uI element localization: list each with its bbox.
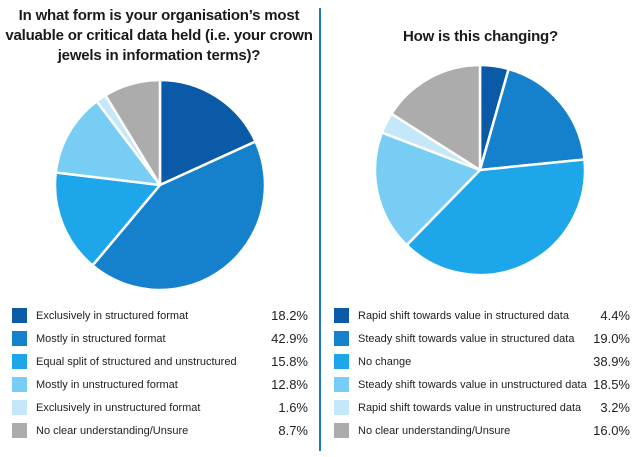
right-legend-label: Steady shift towards value in structured… <box>358 332 575 345</box>
right-legend-value: 19.0% <box>593 331 630 346</box>
left-legend-item: Equal split of structured and unstructur… <box>12 350 308 373</box>
left-legend-swatch <box>12 400 27 415</box>
right-legend-value: 4.4% <box>600 308 630 323</box>
left-legend-item: Exclusively in unstructured format 1.6% <box>12 396 308 419</box>
left-legend-value: 1.6% <box>278 400 308 415</box>
right-legend-swatch <box>334 423 349 438</box>
left-legend-value: 12.8% <box>271 377 308 392</box>
left-legend-swatch <box>12 377 27 392</box>
left-legend-item: Exclusively in structured format 18.2% <box>12 304 308 327</box>
right-pie-slice-3 <box>405 158 587 277</box>
left-chart-title: In what form is your organisation’s most… <box>0 6 318 66</box>
right-pie-slice-2 <box>478 67 586 172</box>
right-legend-label: No change <box>358 355 412 368</box>
right-legend-item: No clear understanding/Unsure 16.0% <box>334 419 630 442</box>
right-title-line: How is this changing? <box>403 28 558 45</box>
right-legend-swatch <box>334 308 349 323</box>
right-legend-value: 18.5% <box>593 377 630 392</box>
left-legend-value: 18.2% <box>271 308 308 323</box>
right-legend-label: Rapid shift towards value in structured … <box>358 309 569 322</box>
right-legend-swatch <box>334 331 349 346</box>
right-legend-item: No change 38.9% <box>334 350 630 373</box>
left-legend-value: 8.7% <box>278 423 308 438</box>
left-legend-swatch <box>12 423 27 438</box>
left-legend-value: 15.8% <box>271 354 308 369</box>
left-legend-label: No clear understanding/Unsure <box>36 424 189 437</box>
right-legend-item: Rapid shift towards value in unstructure… <box>334 396 630 419</box>
left-legend-item: No clear understanding/Unsure 8.7% <box>12 419 308 442</box>
left-legend-swatch <box>12 331 27 346</box>
right-legend-value: 16.0% <box>593 423 630 438</box>
left-legend-label: Equal split of structured and unstructur… <box>36 355 237 368</box>
right-legend-swatch <box>334 377 349 392</box>
right-legend: Rapid shift towards value in structured … <box>334 304 630 442</box>
left-legend-value: 42.9% <box>271 331 308 346</box>
right-legend-value: 38.9% <box>593 354 630 369</box>
right-chart-title: How is this changing? <box>325 27 636 47</box>
left-legend: Exclusively in structured format 18.2% Mos… <box>12 304 308 442</box>
left-legend-swatch <box>12 308 27 323</box>
left-legend-swatch <box>12 354 27 369</box>
left-pie-slice-6 <box>104 78 162 187</box>
left-pie-slice-1 <box>158 78 257 187</box>
left-pie-chart <box>53 78 267 292</box>
left-pie-slice-3 <box>53 171 162 267</box>
left-legend-label: Mostly in structured format <box>36 332 166 345</box>
right-pie-chart <box>373 63 587 277</box>
left-legend-item: Mostly in structured format 42.9% <box>12 327 308 350</box>
right-pie-slice-6 <box>390 63 482 172</box>
right-legend-item: Steady shift towards value in structured… <box>334 327 630 350</box>
left-title-line: valuable or critical data held (i.e. you… <box>5 27 313 44</box>
right-legend-value: 3.2% <box>600 400 630 415</box>
right-legend-item: Steady shift towards value in unstructur… <box>334 373 630 396</box>
right-legend-label: Steady shift towards value in unstructur… <box>358 378 587 391</box>
left-legend-label: Exclusively in unstructured format <box>36 401 201 414</box>
right-legend-swatch <box>334 354 349 369</box>
left-legend-item: Mostly in unstructured format 12.8% <box>12 373 308 396</box>
left-legend-label: Mostly in unstructured format <box>36 378 178 391</box>
left-legend-label: Exclusively in structured format <box>36 309 189 322</box>
right-legend-swatch <box>334 400 349 415</box>
left-title-line: jewels in information terms)? <box>57 47 261 64</box>
left-title-line: In what form is your organisation’s most <box>18 7 300 24</box>
left-pie-slice-4 <box>54 99 162 187</box>
right-legend-label: Rapid shift towards value in unstructure… <box>358 401 582 414</box>
right-legend-label: No clear understanding/Unsure <box>358 424 511 437</box>
left-pie-slice-2 <box>91 140 267 292</box>
vertical-divider <box>319 8 321 451</box>
right-legend-item: Rapid shift towards value in structured … <box>334 304 630 327</box>
